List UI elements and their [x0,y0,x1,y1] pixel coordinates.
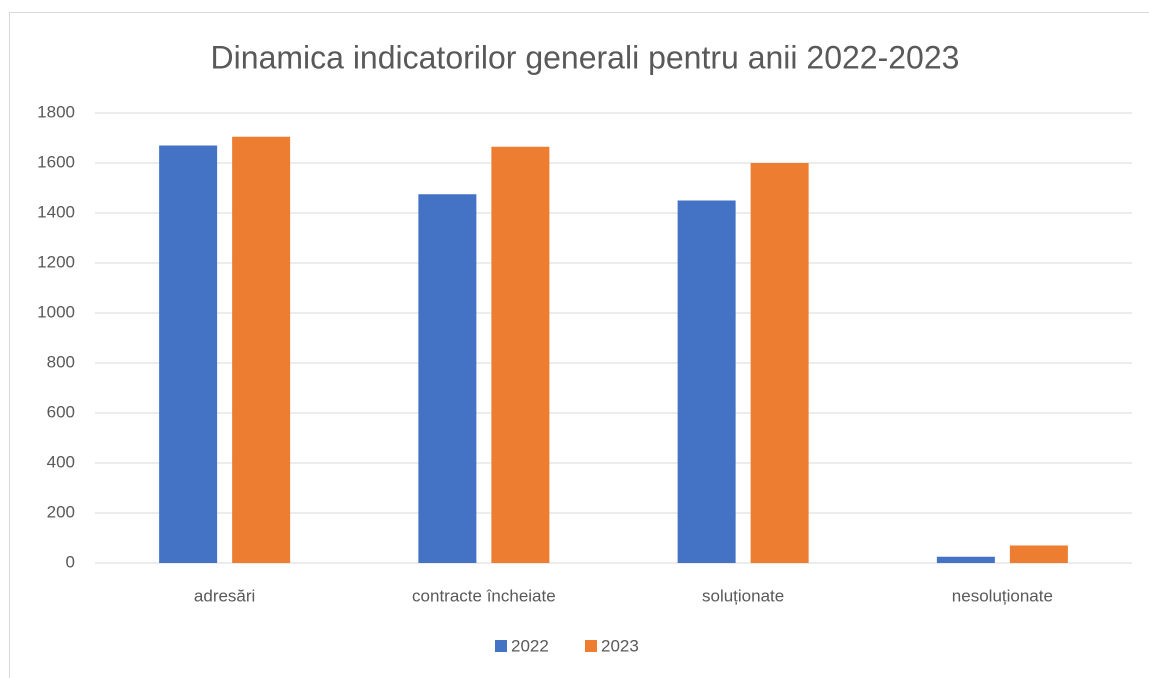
bar [232,136,291,563]
bar [418,194,477,563]
legend-label: 2023 [601,636,639,655]
x-tick-label: contracte încheiate [412,586,556,605]
x-tick-label: soluționate [702,586,784,605]
bar [159,145,218,563]
chart-border [9,12,1149,678]
y-tick-label: 1600 [37,152,75,171]
x-tick-label: nesoluționate [952,586,1053,605]
legend-swatch [585,640,597,652]
y-tick-label: 1200 [37,252,75,271]
x-tick-label: adresări [194,586,255,605]
chart-title: Dinamica indicatorilor generali pentru a… [211,39,960,75]
y-tick-label: 600 [47,402,75,421]
legend-label: 2022 [511,636,549,655]
y-tick-label: 1000 [37,302,75,321]
legend-swatch [495,640,507,652]
y-tick-label: 0 [66,552,75,571]
bar [1009,545,1068,563]
bar [677,200,736,563]
y-tick-label: 1800 [37,102,75,121]
y-tick-label: 400 [47,452,75,471]
bar [936,556,995,563]
bar [491,146,550,563]
bar [750,163,809,563]
y-tick-label: 200 [47,502,75,521]
y-tick-label: 800 [47,352,75,371]
y-tick-label: 1400 [37,202,75,221]
